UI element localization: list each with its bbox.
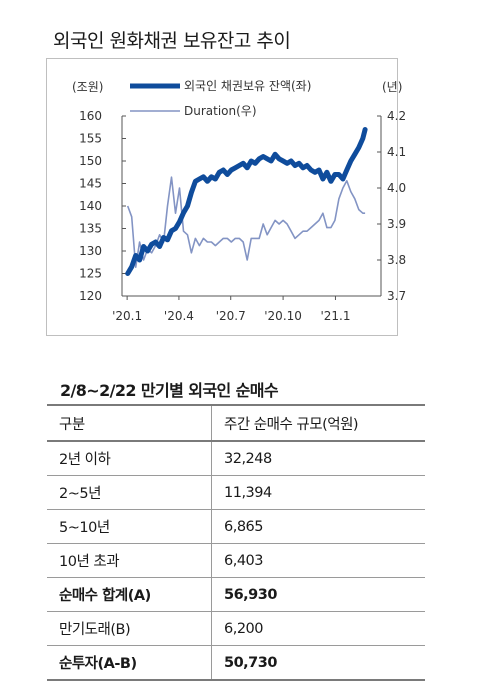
chart-frame — [46, 58, 398, 336]
row-label: 만기도래(B) — [47, 611, 212, 646]
left-axis-unit: (조원) — [72, 80, 103, 94]
net-buy-table: 구분 주간 순매수 규모(억원) 2년 이하 32,248 2~5년 11,39… — [47, 404, 425, 681]
right-axis-unit: (년) — [382, 80, 402, 94]
right-tick-label: 3.8 — [387, 253, 406, 267]
table-row: 5~10년 6,865 — [47, 509, 425, 544]
right-tick-label: 4.2 — [387, 109, 406, 123]
x-tick-label: '20.1 — [112, 309, 142, 323]
right-tick-label: 3.7 — [387, 289, 406, 303]
table-row-total: 순매수 합계(A) 56,930 — [47, 577, 425, 612]
series-line-duration — [126, 176, 366, 269]
series-line-holdings — [125, 127, 368, 276]
x-tick-label: '20.10 — [264, 309, 302, 323]
row-value: 11,394 — [211, 475, 425, 510]
table-row: 2~5년 11,394 — [47, 475, 425, 510]
right-tick-label: 3.9 — [387, 217, 406, 231]
row-label: 순매수 합계(A) — [47, 577, 212, 612]
right-tick-label: 4.0 — [387, 181, 406, 195]
left-tick-label: 150 — [79, 154, 102, 168]
left-tick-label: 140 — [79, 199, 102, 213]
row-label: 순투자(A-B) — [47, 645, 212, 681]
row-value: 32,248 — [211, 441, 425, 476]
x-tick-label: '20.7 — [216, 309, 246, 323]
table-row: 2년 이하 32,248 — [47, 441, 425, 476]
left-tick-label: 155 — [79, 132, 102, 146]
row-label: 10년 초과 — [47, 543, 212, 578]
row-value: 6,200 — [211, 611, 425, 646]
left-tick-label: 145 — [79, 177, 102, 191]
line-chart: 160 155 150 145 140 135 130 125 120 4.2 4.1 4.0 3.9 3… — [72, 79, 406, 323]
chart-title: 외국인 원화채권 보유잔고 추이 — [53, 30, 291, 52]
legend-label-holdings: 외국인 채권보유 잔액(좌) — [184, 79, 311, 93]
table-row: 만기도래(B) 6,200 — [47, 611, 425, 646]
right-tick-label: 4.1 — [387, 145, 406, 159]
row-label: 5~10년 — [47, 509, 212, 544]
header-amount: 주간 순매수 규모(억원) — [211, 404, 425, 442]
header-category: 구분 — [47, 404, 212, 442]
table-title: 2/8~2/22 만기별 외국인 순매수 — [60, 381, 279, 400]
left-tick-label: 125 — [79, 267, 102, 281]
table-row: 10년 초과 6,403 — [47, 543, 425, 578]
table-header-row: 구분 주간 순매수 규모(억원) — [47, 404, 425, 442]
x-tick-label: '20.4 — [164, 309, 194, 323]
left-tick-label: 130 — [79, 244, 102, 258]
row-label: 2년 이하 — [47, 441, 212, 476]
left-tick-label: 135 — [79, 222, 102, 236]
left-tick-label: 160 — [79, 109, 102, 123]
row-value: 6,403 — [211, 543, 425, 578]
row-value: 56,930 — [211, 577, 425, 612]
table-row-net: 순투자(A-B) 50,730 — [47, 645, 425, 681]
row-label: 2~5년 — [47, 475, 212, 510]
row-value: 6,865 — [211, 509, 425, 544]
left-tick-label: 120 — [79, 289, 102, 303]
legend-label-duration: Duration(우) — [184, 104, 257, 118]
row-value: 50,730 — [211, 645, 425, 681]
x-tick-label: '21.1 — [320, 309, 350, 323]
